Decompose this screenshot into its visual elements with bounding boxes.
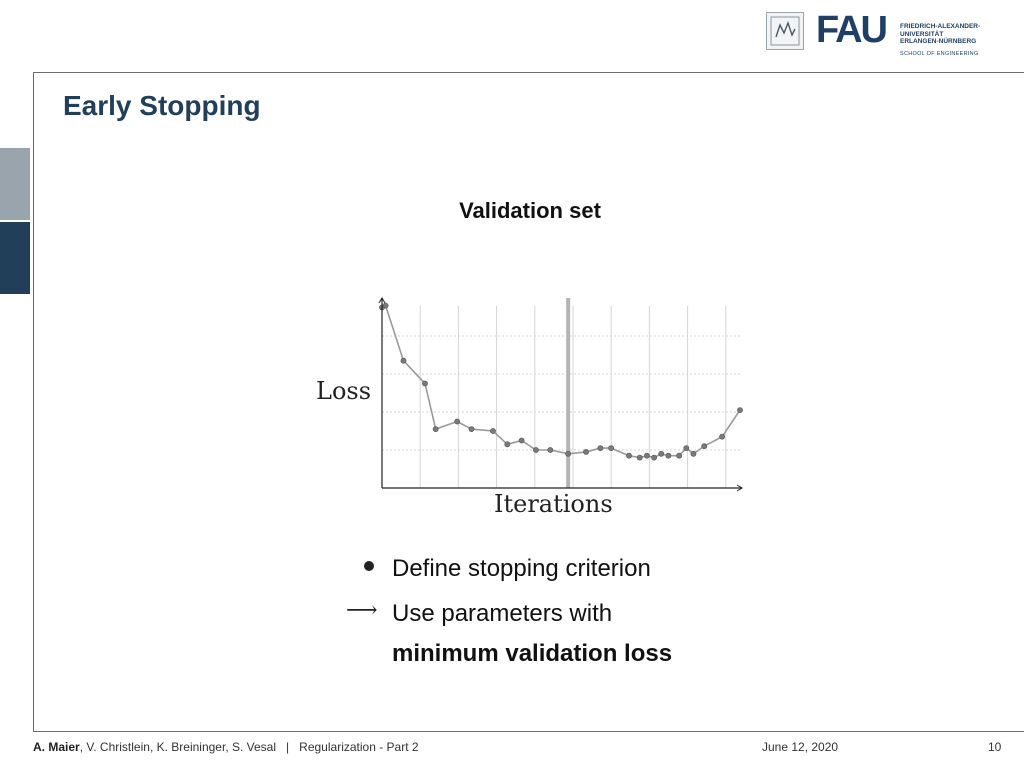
footer-separator: | xyxy=(286,740,290,754)
data-point xyxy=(597,445,604,451)
data-point xyxy=(665,452,672,459)
footer-lecture: Regularization - Part 2 xyxy=(299,740,419,754)
chart-grid xyxy=(382,306,740,488)
data-point xyxy=(565,450,572,457)
data-point xyxy=(533,447,539,453)
bullet-dot-icon xyxy=(364,561,374,571)
chart-title: Validation set xyxy=(459,198,601,223)
y-axis-arrow-icon xyxy=(378,297,386,304)
data-point xyxy=(626,452,632,459)
bullet-text: Use parameters with xyxy=(392,600,613,627)
data-point xyxy=(468,426,475,432)
right-arrow-icon: ⟶ xyxy=(346,598,378,623)
data-point xyxy=(658,450,665,457)
data-point xyxy=(518,437,525,444)
fau-wordmark: FAU xyxy=(816,9,888,51)
footer-date: June 12, 2020 xyxy=(762,740,839,754)
bullet-text-emphasis: minimum validation loss xyxy=(392,640,673,667)
y-axis-label: Loss xyxy=(316,377,371,405)
data-point xyxy=(644,452,650,459)
frame-top-rule xyxy=(33,72,1024,73)
data-point xyxy=(719,433,725,440)
university-name-line-3: ERLANGEN-NÜRNBERG xyxy=(900,38,977,45)
data-point xyxy=(504,441,511,448)
data-point xyxy=(583,448,589,455)
university-name-line-2: UNIVERSITÄT xyxy=(900,30,944,38)
data-point xyxy=(400,357,407,364)
data-point xyxy=(547,447,554,453)
data-point xyxy=(683,445,690,451)
frame-bottom-rule xyxy=(33,731,1024,732)
data-point xyxy=(651,454,657,461)
footer-lead-author: A. Maier xyxy=(33,740,80,754)
school-name: SCHOOL OF ENGINEERING xyxy=(900,51,979,57)
side-tab-current xyxy=(0,222,30,294)
validation-loss-line xyxy=(381,304,741,459)
bullet-item: Define stopping criterion xyxy=(342,555,862,587)
data-point xyxy=(454,418,461,425)
data-point xyxy=(608,445,615,451)
footer-authors: A. Maier, V. Christlein, K. Breininger, … xyxy=(33,740,419,754)
bullet-item: minimum validation loss xyxy=(342,640,862,672)
fau-logo: FAU FRIEDRICH-ALEXANDER- UNIVERSITÄT ERL… xyxy=(766,9,1006,62)
page-number: 10 xyxy=(988,740,1002,754)
data-point xyxy=(490,428,496,434)
data-point xyxy=(690,450,697,457)
validation-loss-chart: Loss Iterations xyxy=(316,297,743,518)
frame-left-rule xyxy=(33,72,34,732)
chart-axes xyxy=(378,297,743,492)
bullet-text: Define stopping criterion xyxy=(392,555,651,582)
university-seal-icon xyxy=(766,12,804,50)
side-tab-previous xyxy=(0,148,30,220)
data-point xyxy=(737,407,743,413)
data-point xyxy=(701,443,708,450)
university-name-line-1: FRIEDRICH-ALEXANDER- xyxy=(900,23,981,30)
validation-loss-points xyxy=(379,302,743,461)
data-point xyxy=(432,426,439,432)
data-point xyxy=(382,302,389,309)
x-axis-label: Iterations xyxy=(494,490,613,518)
footer-coauthors: , V. Christlein, K. Breininger, S. Vesal xyxy=(79,740,277,754)
bullet-item: ⟶ Use parameters with xyxy=(342,598,862,632)
slide-title: Early Stopping xyxy=(63,90,261,121)
data-point xyxy=(676,452,683,459)
data-point xyxy=(636,454,643,461)
university-name: FRIEDRICH-ALEXANDER- UNIVERSITÄT ERLANGE… xyxy=(900,23,980,46)
x-axis-arrow-icon xyxy=(736,484,743,492)
data-point xyxy=(422,380,428,387)
